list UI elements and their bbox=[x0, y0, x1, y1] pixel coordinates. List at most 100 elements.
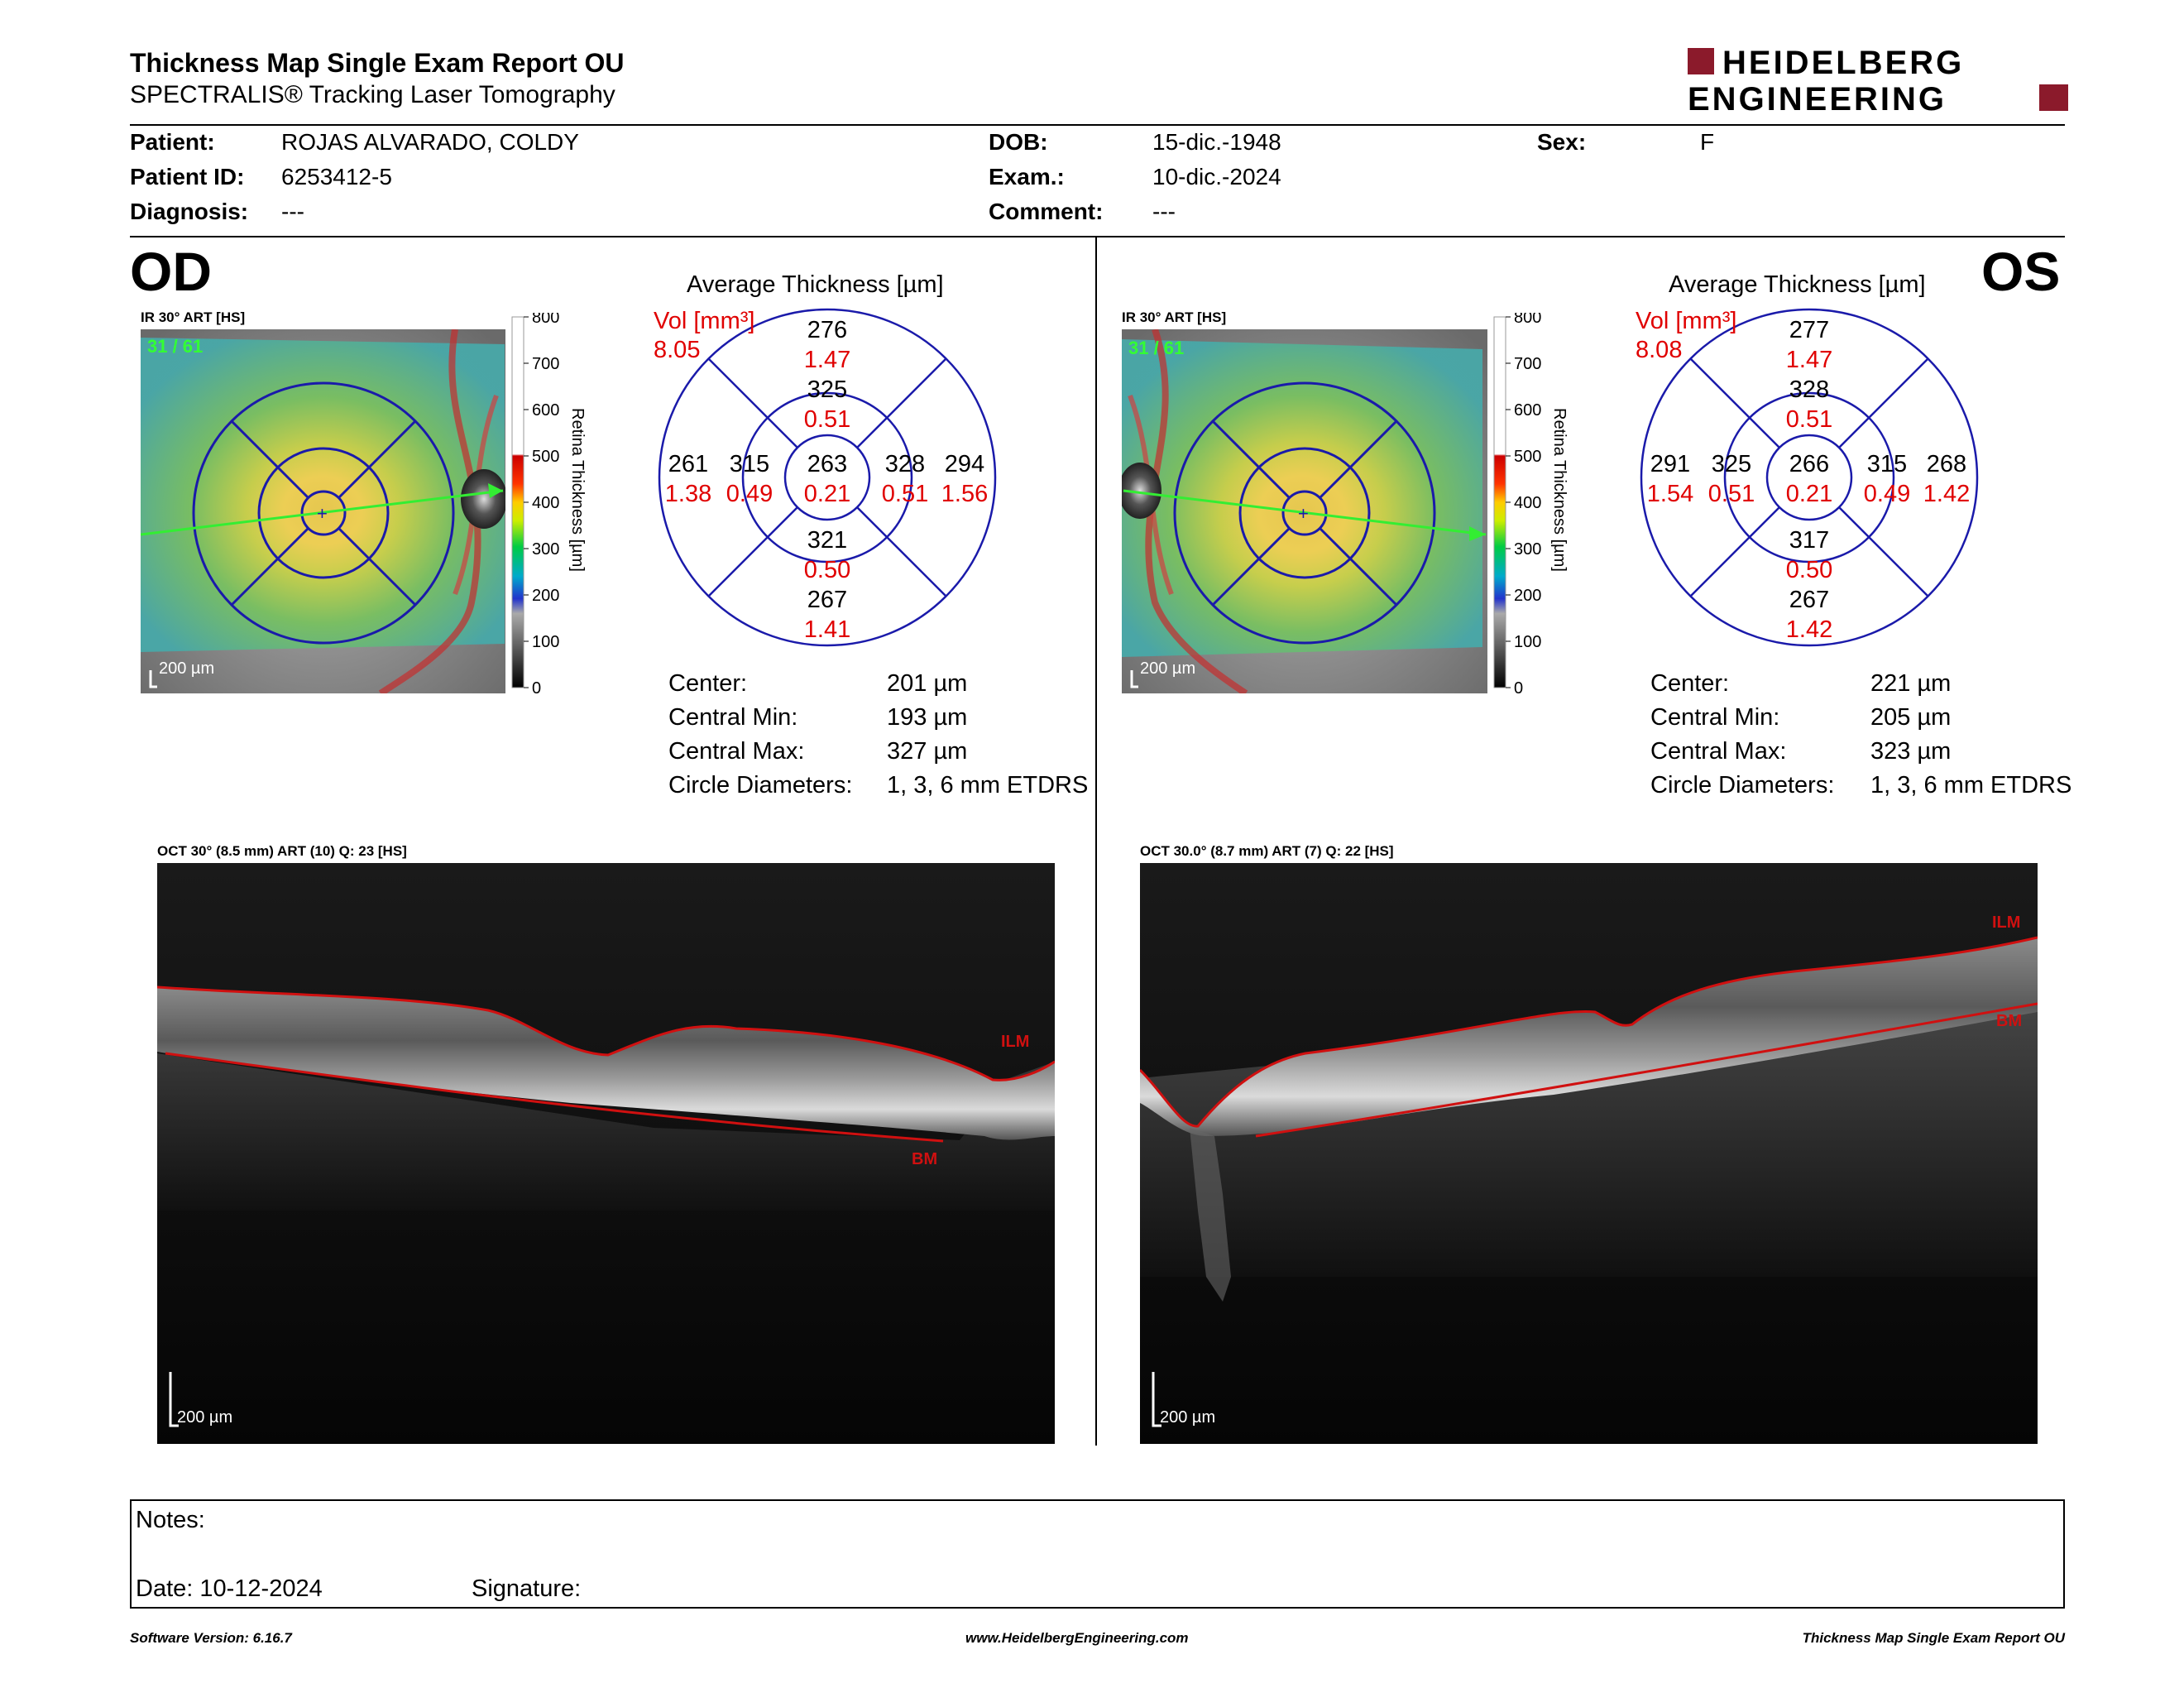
od-stat-value-min: 193 µm bbox=[887, 704, 968, 731]
os-ilm-label: ILM bbox=[1992, 914, 2020, 932]
os-stat-value-center: 221 µm bbox=[1870, 670, 1952, 697]
footer-website[interactable]: www.HeidelbergEngineering.com bbox=[965, 1630, 1189, 1646]
os-scale-bar: 200 µm bbox=[1140, 659, 1195, 678]
od-center-v: 0.21 bbox=[804, 481, 850, 507]
od-tick-800: 800 bbox=[532, 313, 559, 327]
od-outer-sup-v: 1.47 bbox=[804, 347, 850, 373]
os-oct-caption: OCT 30.0° (8.7 mm) ART (7) Q: 22 [HS] bbox=[1140, 843, 1394, 859]
od-tick-700: 700 bbox=[532, 355, 559, 373]
os-colorbar-title: Retina Thickness [µm] bbox=[1550, 408, 1569, 572]
od-scale-bar: 200 µm bbox=[159, 659, 214, 678]
notes-box[interactable] bbox=[130, 1499, 2065, 1609]
os-center-v: 0.21 bbox=[1786, 481, 1832, 507]
sex-value: F bbox=[1700, 129, 1715, 155]
os-inner-left-v: 0.51 bbox=[1708, 481, 1755, 507]
od-colorbar-title: Retina Thickness [µm] bbox=[568, 408, 587, 572]
od-tick-0: 0 bbox=[532, 679, 541, 693]
notes-label: Notes: bbox=[136, 1507, 205, 1533]
od-tick-100: 100 bbox=[532, 633, 559, 651]
od-tick-600: 600 bbox=[532, 401, 559, 420]
od-frame-label: 31 / 61 bbox=[147, 336, 203, 357]
comment-value: --- bbox=[1152, 199, 1176, 224]
footer-software-version: Software Version: 6.16.7 bbox=[130, 1630, 292, 1646]
os-vol-label: Vol [mm³] bbox=[1636, 308, 1737, 334]
report-title: Thickness Map Single Exam Report OU bbox=[130, 48, 625, 78]
os-outer-left-v: 1.54 bbox=[1647, 481, 1693, 507]
os-outer-sup-v: 1.47 bbox=[1786, 347, 1832, 373]
od-stat-label-diam: Circle Diameters: bbox=[668, 772, 853, 798]
od-inner-inf-t: 321 bbox=[807, 527, 847, 554]
od-outer-sup-t: 276 bbox=[807, 317, 847, 343]
od-inner-right-t: 328 bbox=[885, 451, 925, 477]
os-ir-caption: IR 30° ART [HS] bbox=[1122, 309, 1227, 325]
od-inner-left-t: 315 bbox=[730, 451, 769, 477]
od-stat-value-max: 327 µm bbox=[887, 738, 968, 765]
exam-label: Exam.: bbox=[989, 164, 1065, 189]
eye-divider bbox=[1095, 237, 1097, 1446]
patient-label: Patient: bbox=[130, 129, 215, 155]
comment-label: Comment: bbox=[989, 199, 1104, 224]
os-oct-scan: ILM BM 200 µm bbox=[1140, 863, 2038, 1444]
od-label: OD bbox=[130, 241, 212, 302]
od-oct-scan: ILM BM 200 µm bbox=[157, 863, 1055, 1444]
od-outer-left-t: 261 bbox=[668, 451, 708, 477]
od-ir-caption: IR 30° ART [HS] bbox=[141, 309, 246, 325]
od-center-t: 263 bbox=[807, 451, 847, 477]
os-tick-400: 400 bbox=[1514, 494, 1541, 512]
os-inner-right-v: 0.49 bbox=[1864, 481, 1910, 507]
os-inner-inf-t: 317 bbox=[1789, 527, 1829, 554]
os-inner-inf-v: 0.50 bbox=[1786, 557, 1832, 583]
exam-value: 10-dic.-2024 bbox=[1152, 164, 1281, 189]
os-stat-value-max: 323 µm bbox=[1870, 738, 1952, 765]
os-tick-200: 200 bbox=[1514, 587, 1541, 605]
os-tick-500: 500 bbox=[1514, 448, 1541, 466]
os-vol-value: 8.08 bbox=[1636, 337, 1683, 363]
diagnosis-value: --- bbox=[281, 199, 304, 224]
os-stat-value-min: 205 µm bbox=[1870, 704, 1952, 731]
od-vol-label: Vol [mm³] bbox=[654, 308, 755, 334]
os-outer-sup-t: 277 bbox=[1789, 317, 1829, 343]
svg-text:+: + bbox=[1298, 503, 1309, 524]
od-tick-400: 400 bbox=[532, 494, 559, 512]
os-bm-label: BM bbox=[1996, 1012, 2022, 1030]
patient-id: 6253412-5 bbox=[281, 164, 392, 189]
od-colorbar: 800 700 600 500 400 300 200 100 0 Retina… bbox=[511, 313, 587, 693]
os-tick-700: 700 bbox=[1514, 355, 1541, 373]
os-outer-left-t: 291 bbox=[1650, 451, 1690, 477]
od-inner-left-v: 0.49 bbox=[726, 481, 773, 507]
os-tick-800: 800 bbox=[1514, 313, 1541, 327]
os-outer-inf-v: 1.42 bbox=[1786, 616, 1832, 643]
od-stat-value-diam: 1, 3, 6 mm ETDRS bbox=[887, 772, 1089, 798]
od-stat-value-center: 201 µm bbox=[887, 670, 968, 697]
od-outer-right-t: 294 bbox=[945, 451, 984, 477]
os-center-t: 266 bbox=[1789, 451, 1829, 477]
od-stat-label-max: Central Max: bbox=[668, 738, 805, 765]
brand-line1: HEIDELBERG bbox=[1722, 46, 1964, 81]
os-tick-300: 300 bbox=[1514, 540, 1541, 559]
os-outer-inf-t: 267 bbox=[1789, 587, 1829, 613]
report-subtitle: SPECTRALIS® Tracking Laser Tomography bbox=[130, 81, 615, 108]
os-stat-label-max: Central Max: bbox=[1650, 738, 1787, 765]
os-stat-label-center: Center: bbox=[1650, 670, 1730, 697]
os-stat-label-min: Central Min: bbox=[1650, 704, 1780, 731]
od-tick-300: 300 bbox=[532, 540, 559, 559]
date-label: Date: 10-12-2024 bbox=[136, 1575, 323, 1602]
od-inner-sup-t: 325 bbox=[807, 376, 847, 403]
os-stat-value-diam: 1, 3, 6 mm ETDRS bbox=[1870, 772, 2072, 798]
od-outer-inf-t: 267 bbox=[807, 587, 847, 613]
os-oct-scale: 200 µm bbox=[1160, 1408, 1215, 1427]
od-outer-inf-v: 1.41 bbox=[804, 616, 850, 643]
os-avg-title: Average Thickness [µm] bbox=[1669, 271, 1926, 298]
od-stat-label-center: Center: bbox=[668, 670, 748, 697]
od-inner-right-v: 0.51 bbox=[882, 481, 928, 507]
od-thickness-map: 31 / 61 + 200 µm bbox=[141, 329, 505, 693]
os-etdrs-grid: 277 1.47 328 0.51 266 0.21 325 0.51 315 … bbox=[1640, 308, 1979, 647]
os-tick-0: 0 bbox=[1514, 679, 1523, 693]
od-tick-200: 200 bbox=[532, 587, 559, 605]
dob-value: 15-dic.-1948 bbox=[1152, 129, 1281, 155]
od-etdrs-grid: 276 1.47 325 0.51 263 0.21 315 0.49 328 … bbox=[658, 308, 997, 647]
os-label: OS bbox=[1981, 241, 2061, 302]
od-outer-right-v: 1.56 bbox=[941, 481, 988, 507]
os-inner-left-t: 325 bbox=[1712, 451, 1751, 477]
svg-text:+: + bbox=[317, 503, 328, 524]
